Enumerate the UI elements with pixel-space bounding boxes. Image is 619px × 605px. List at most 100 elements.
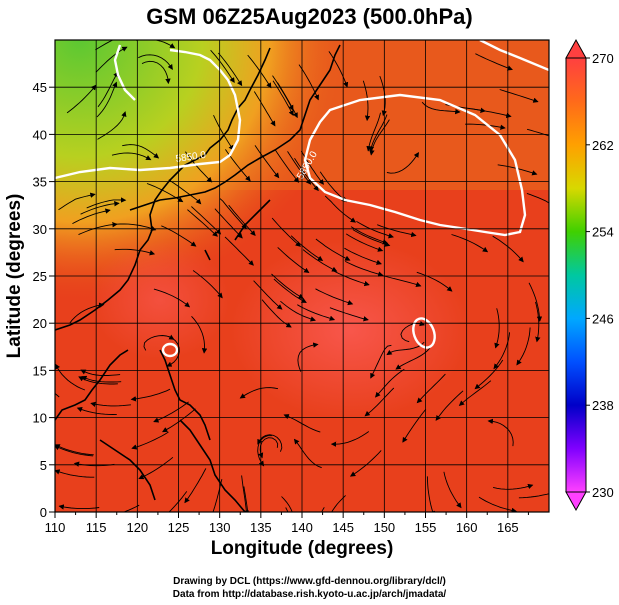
streamline [344, 247, 382, 265]
streamline [86, 197, 127, 209]
streamline [219, 198, 247, 229]
y-tick-label: 15 [33, 363, 47, 378]
streamline [416, 373, 446, 404]
streamline [315, 288, 354, 306]
y-tick-label: 30 [33, 222, 47, 237]
streamline [277, 247, 310, 273]
credit-drawing: Drawing by DCL (https://www.gfd-dennou.o… [173, 576, 446, 587]
warm-region-shading [230, 240, 470, 420]
streamline [78, 221, 118, 236]
contour-label: 5850.0 [175, 150, 207, 165]
streamline [369, 119, 390, 156]
streamline [153, 401, 189, 423]
streamline [81, 375, 122, 383]
streamline [138, 54, 173, 70]
streamline [187, 209, 218, 237]
streamline [114, 248, 156, 256]
streamline [271, 217, 301, 247]
x-tick-label: 110 [45, 520, 66, 535]
geopotential-contours [55, 40, 549, 358]
x-tick-label: 150 [373, 520, 395, 535]
colorbar-top-arrow [565, 38, 587, 59]
streamline [55, 445, 94, 457]
streamline [494, 308, 500, 349]
streamline [243, 486, 249, 512]
streamline [138, 456, 174, 480]
y-tick-label: 45 [33, 80, 47, 95]
y-tick-label: 20 [33, 316, 47, 331]
streamline [487, 418, 514, 447]
x-axis-label: Longitude (degrees) [210, 538, 394, 559]
streamline [416, 271, 453, 292]
y-tick-label: 5 [40, 458, 47, 473]
streamline [213, 115, 234, 151]
streamline [258, 437, 279, 459]
streamline [302, 249, 338, 272]
streamline [518, 493, 549, 499]
streamline [465, 123, 506, 130]
streamline [280, 300, 316, 322]
colorbar-tick-label: 230 [592, 485, 614, 500]
streamline [297, 342, 319, 372]
streamline [528, 282, 543, 322]
streamline [141, 60, 171, 85]
streamline [241, 475, 250, 512]
streamline [122, 504, 140, 512]
streamline [111, 152, 152, 161]
y-tick-label: 35 [33, 175, 47, 190]
x-tick-label: 155 [415, 520, 437, 535]
streamline [499, 89, 539, 103]
colorbar: 270 262 254 246 238 230 [565, 38, 614, 512]
y-tick-label: 10 [33, 411, 47, 426]
streamline [478, 496, 517, 512]
streamline [345, 260, 384, 277]
y-axis: 0 5 10 15 20 25 30 35 40 45 [33, 80, 55, 520]
x-tick-label: 120 [126, 520, 148, 535]
streamline [212, 478, 223, 512]
streamline [458, 380, 492, 406]
plot-area: 5850.0 5850.0 [55, 40, 549, 512]
streamline [329, 307, 369, 322]
streamline [166, 335, 180, 367]
streamline [315, 238, 351, 261]
streamline [493, 332, 511, 370]
streamlines [55, 40, 549, 512]
streamline [224, 236, 254, 266]
streamline [210, 49, 235, 84]
streamline [95, 46, 128, 73]
streamline [95, 40, 114, 51]
streamline [257, 434, 283, 452]
streamline [297, 304, 336, 321]
streamline [271, 273, 304, 299]
streamline [97, 111, 127, 140]
streamline [356, 221, 394, 239]
credit-data: Data from http://database.rish.kyoto-u.a… [172, 589, 447, 600]
streamline [287, 151, 312, 185]
x-tick-label: 145 [332, 520, 354, 535]
x-tick-label: 140 [291, 520, 313, 535]
streamline [217, 52, 243, 87]
streamline [324, 195, 357, 223]
streamline [130, 388, 171, 402]
streamline [153, 288, 191, 308]
streamline [253, 280, 283, 310]
streamline [58, 504, 100, 510]
gridlines [55, 40, 549, 512]
streamline [474, 359, 504, 390]
streamline [90, 401, 131, 407]
colorbar-tick-label: 254 [592, 225, 614, 240]
streamline [273, 278, 307, 303]
streamline [168, 491, 188, 512]
colorbar-bottom-arrow [565, 491, 587, 512]
streamline [492, 235, 524, 263]
y-tick-label: 25 [33, 269, 47, 284]
x-tick-label: 115 [86, 520, 107, 535]
streamline [116, 223, 157, 231]
colorbar-tick-label: 246 [592, 311, 614, 326]
streamline [66, 84, 97, 114]
warm-region-shading-west [90, 240, 230, 360]
streamline [254, 145, 280, 179]
streamline [421, 101, 461, 115]
streamline [58, 192, 96, 211]
streamline [516, 327, 531, 366]
